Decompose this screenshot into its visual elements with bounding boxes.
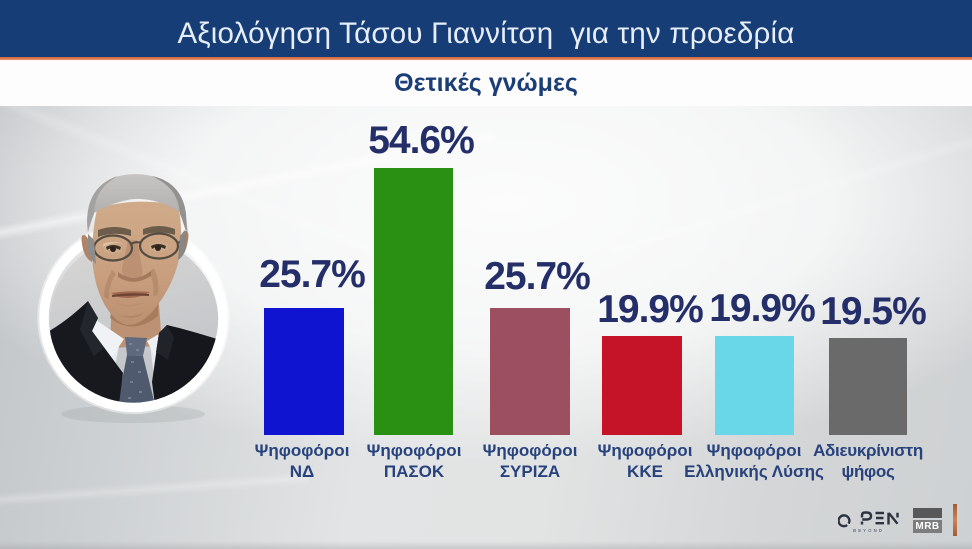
svg-text:BEYOND: BEYOND	[853, 528, 884, 533]
